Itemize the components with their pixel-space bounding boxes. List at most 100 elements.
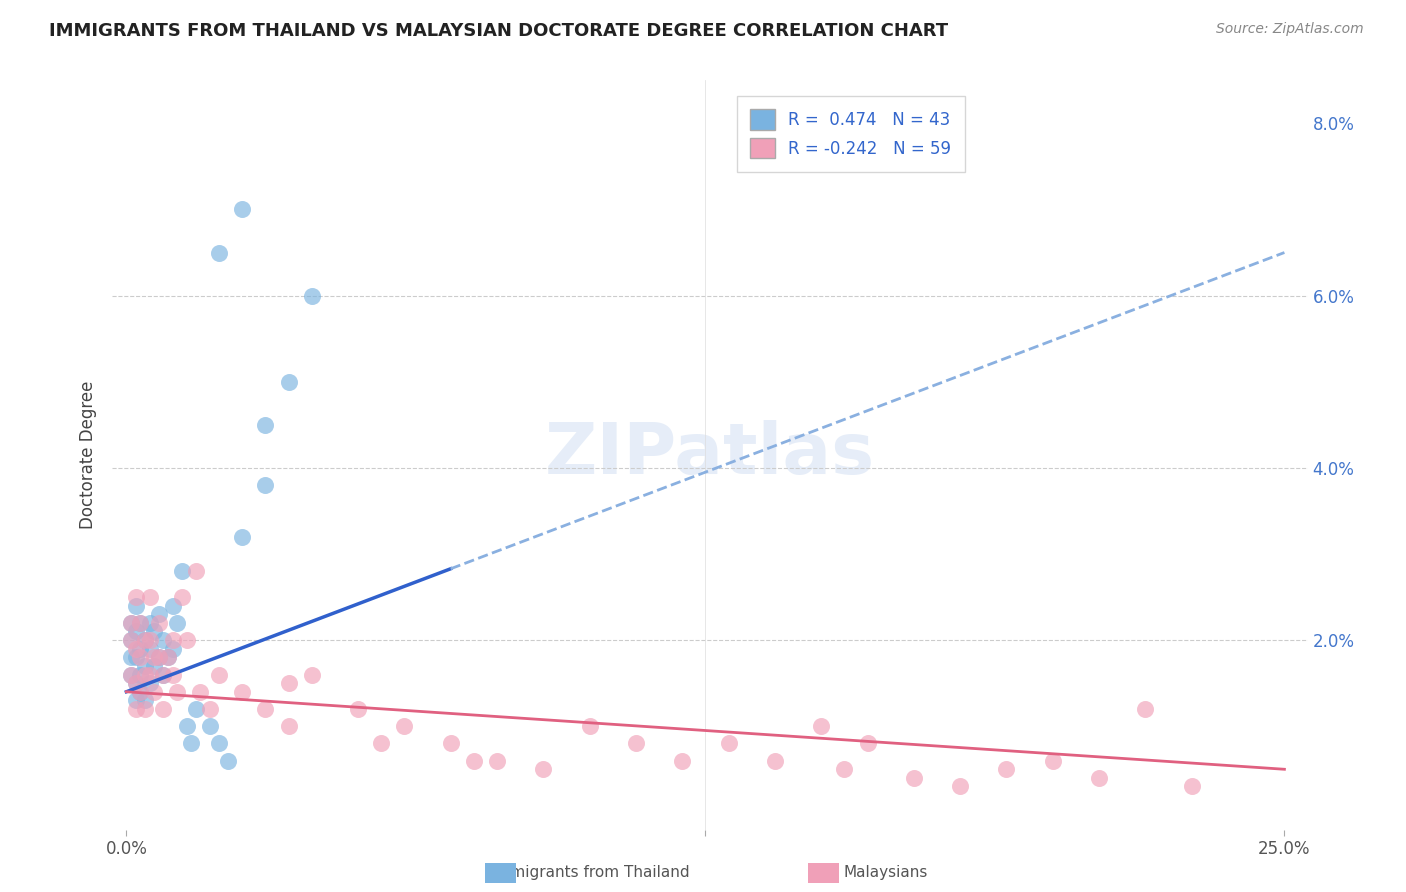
Point	[485, 754, 508, 768]
Point	[231, 530, 253, 544]
Point	[184, 564, 207, 578]
Point	[148, 650, 170, 665]
Point	[440, 736, 463, 750]
Point	[176, 719, 198, 733]
Point	[134, 633, 156, 648]
Point	[124, 599, 146, 613]
Point	[134, 667, 156, 681]
Point	[148, 650, 170, 665]
Point	[124, 650, 146, 665]
Point	[254, 478, 277, 492]
Point	[1181, 780, 1204, 794]
Point	[370, 736, 392, 750]
Point	[903, 771, 925, 785]
Point	[129, 650, 152, 665]
Point	[208, 667, 231, 681]
Point	[231, 202, 253, 217]
Point	[180, 736, 202, 750]
Point	[134, 702, 156, 716]
Point	[578, 719, 600, 733]
Y-axis label: Doctorate Degree: Doctorate Degree	[79, 381, 97, 529]
Point	[949, 780, 972, 794]
Point	[124, 702, 146, 716]
Point	[170, 590, 193, 604]
Legend: R =  0.474   N = 43, R = -0.242   N = 59: R = 0.474 N = 43, R = -0.242 N = 59	[737, 96, 965, 172]
Point	[624, 736, 647, 750]
Point	[162, 667, 184, 681]
Point	[217, 754, 239, 768]
Point	[138, 633, 160, 648]
Point	[1088, 771, 1111, 785]
Point	[134, 693, 156, 707]
Point	[671, 754, 693, 768]
Point	[347, 702, 370, 716]
Point	[531, 762, 554, 776]
Point	[198, 719, 221, 733]
Point	[463, 754, 485, 768]
Point	[152, 702, 174, 716]
Point	[134, 659, 156, 673]
Point	[129, 685, 152, 699]
Point	[120, 667, 142, 681]
Point	[138, 590, 160, 604]
Point	[157, 650, 180, 665]
Point	[162, 599, 184, 613]
Point	[143, 659, 166, 673]
Point	[124, 676, 146, 690]
Point	[190, 685, 212, 699]
Point	[120, 633, 142, 648]
Point	[198, 702, 221, 716]
Point	[394, 719, 416, 733]
Point	[184, 702, 207, 716]
Point	[124, 641, 146, 656]
Point	[124, 693, 146, 707]
Text: Immigrants from Thailand: Immigrants from Thailand	[491, 865, 690, 880]
Point	[763, 754, 786, 768]
Point	[134, 633, 156, 648]
Point	[124, 590, 146, 604]
Point	[277, 719, 299, 733]
Point	[129, 615, 152, 630]
Point	[120, 667, 142, 681]
Point	[143, 624, 166, 639]
Point	[717, 736, 740, 750]
Point	[152, 667, 174, 681]
Point	[166, 615, 188, 630]
Point	[120, 615, 142, 630]
Point	[1135, 702, 1157, 716]
Point	[170, 564, 193, 578]
Point	[277, 375, 299, 389]
Point	[208, 245, 231, 260]
Point	[124, 676, 146, 690]
Text: IMMIGRANTS FROM THAILAND VS MALAYSIAN DOCTORATE DEGREE CORRELATION CHART: IMMIGRANTS FROM THAILAND VS MALAYSIAN DO…	[49, 22, 948, 40]
Point	[810, 719, 832, 733]
Point	[120, 615, 142, 630]
Point	[129, 615, 152, 630]
Point	[1042, 754, 1064, 768]
Point	[231, 685, 253, 699]
Point	[301, 667, 323, 681]
Text: Malaysians: Malaysians	[844, 865, 928, 880]
Point	[301, 288, 323, 302]
Point	[138, 641, 160, 656]
Point	[148, 607, 170, 622]
Point	[162, 633, 184, 648]
Point	[162, 641, 184, 656]
Point	[129, 641, 152, 656]
Point	[143, 685, 166, 699]
Point	[176, 633, 198, 648]
Point	[120, 633, 142, 648]
Point	[995, 762, 1018, 776]
Point	[208, 736, 231, 750]
Point	[254, 417, 277, 432]
Point	[254, 702, 277, 716]
Text: ZIPatlas: ZIPatlas	[546, 420, 875, 490]
Point	[277, 676, 299, 690]
Point	[138, 676, 160, 690]
Point	[166, 685, 188, 699]
Point	[129, 685, 152, 699]
Text: Source: ZipAtlas.com: Source: ZipAtlas.com	[1216, 22, 1364, 37]
Point	[124, 624, 146, 639]
Point	[129, 667, 152, 681]
Point	[856, 736, 879, 750]
